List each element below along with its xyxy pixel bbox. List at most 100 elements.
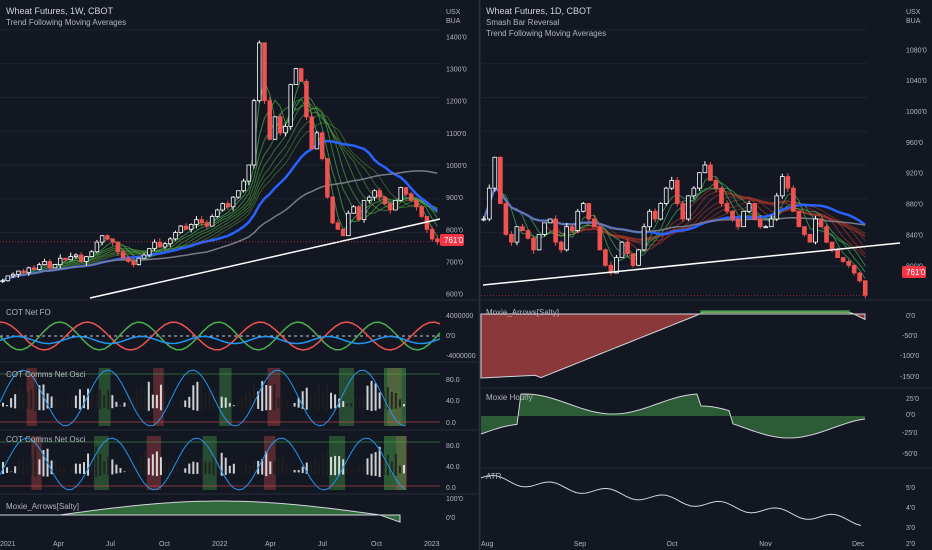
osc-bar — [366, 385, 369, 411]
price-axis-tick: 1040'0 — [906, 78, 927, 85]
osc-bar — [62, 466, 65, 474]
candle-body — [752, 203, 757, 220]
osc-bar — [58, 403, 61, 407]
price-axis-tick: 960'0 — [906, 140, 923, 147]
candle-body — [236, 190, 241, 198]
candle-body — [520, 226, 525, 231]
candle-body — [105, 235, 110, 240]
candle-body — [652, 210, 658, 220]
candle-body — [367, 196, 372, 201]
left-pane-label-cot-osci-1: COT Comms Net Osci — [6, 370, 86, 379]
candle-body — [361, 199, 367, 221]
osc-bar — [26, 461, 29, 475]
ma-ribbon-line — [2, 100, 438, 282]
left-osci1-tick-80: 80.0 — [446, 377, 460, 384]
time-axis-tick: Sep — [574, 541, 587, 548]
ma-ribbon-line — [483, 176, 866, 279]
right-unit-label: BUA — [906, 18, 921, 25]
osc-bar — [362, 395, 365, 409]
osc-bar — [139, 387, 142, 410]
candle-body — [779, 176, 785, 197]
candle-body — [429, 228, 435, 240]
time-axis-tick: Nov — [759, 541, 772, 548]
osc-bar — [236, 401, 239, 407]
osc-bar — [155, 451, 158, 477]
osc-bar — [135, 465, 138, 474]
osc-bar — [2, 402, 4, 407]
candle-body — [741, 210, 746, 228]
osc-bar — [346, 463, 349, 474]
osc-bar — [139, 456, 142, 476]
osc-bar — [83, 462, 85, 474]
osc-bar — [366, 458, 369, 475]
osc-bar — [277, 397, 280, 408]
left-moxie-tick-100: 100'0 — [446, 496, 463, 503]
osc-bar — [42, 449, 45, 477]
candle-body — [586, 203, 592, 220]
osc-bar — [30, 389, 33, 410]
osc-bar — [240, 398, 243, 408]
osc-bar — [374, 383, 377, 411]
candle-body — [735, 218, 741, 228]
candle-body — [603, 249, 608, 266]
candle-body — [209, 216, 215, 227]
osc-bar — [277, 457, 280, 475]
candle-body — [257, 42, 262, 102]
osc-bar — [317, 461, 320, 475]
osc-bar — [143, 389, 146, 410]
left-osci2-tick-0: 0.0 — [446, 485, 456, 492]
candle-body — [388, 203, 393, 211]
osc-bar — [402, 465, 405, 474]
time-axis-tick: Oct — [371, 541, 382, 548]
time-axis-tick: 2023 — [424, 541, 440, 548]
osc-bar — [362, 464, 365, 474]
osc-bar — [334, 394, 337, 409]
osc-bar — [261, 459, 264, 475]
osc-bar — [131, 397, 134, 408]
osc-bar — [281, 454, 284, 476]
osc-bar — [394, 393, 397, 409]
candle-body — [857, 272, 863, 282]
osc-bar — [107, 389, 110, 410]
candle-body — [851, 264, 857, 274]
osc-bar — [326, 449, 328, 477]
candle-body — [702, 164, 708, 174]
candle-body — [763, 226, 769, 229]
cot-net-line — [0, 335, 441, 345]
candle-body — [503, 203, 509, 235]
candle-body — [5, 275, 11, 282]
osc-bar — [34, 380, 37, 412]
left-currency-label: USX — [446, 9, 461, 16]
candle-body — [636, 249, 641, 266]
osc-bar — [168, 395, 171, 409]
candle-body — [730, 210, 735, 220]
price-axis-tick: 1080'0 — [906, 47, 927, 54]
osc-bar — [326, 384, 328, 411]
left-osci1-tick-0: 0.0 — [446, 420, 456, 427]
osc-bar — [123, 471, 126, 473]
osc-bar — [180, 400, 183, 408]
candle-body — [862, 280, 868, 296]
osc-bar — [253, 383, 256, 411]
osc-bar — [147, 458, 150, 475]
candle-body — [178, 225, 183, 233]
time-axis-tick: Oct — [159, 541, 170, 548]
left-osci1-tick-40: 40.0 — [446, 398, 460, 405]
osc-bar — [58, 466, 61, 474]
candle-body — [335, 222, 341, 230]
candle-body — [220, 203, 225, 211]
left-study-label: Trend Following Moving Averages — [6, 18, 126, 27]
osc-bar — [374, 452, 377, 476]
candle-body — [141, 254, 147, 259]
osc-bar — [34, 446, 37, 478]
right-currency-label: USX — [906, 9, 921, 16]
osc-bar — [10, 398, 13, 408]
right-pane-label-atr: ATR — [486, 472, 502, 481]
candle-body — [115, 241, 121, 253]
price-axis-tick: 1100'0 — [446, 131, 466, 138]
osc-bar — [6, 467, 9, 473]
osc-bar — [289, 404, 292, 407]
osc-bar — [188, 396, 191, 408]
candle-body — [625, 241, 630, 255]
